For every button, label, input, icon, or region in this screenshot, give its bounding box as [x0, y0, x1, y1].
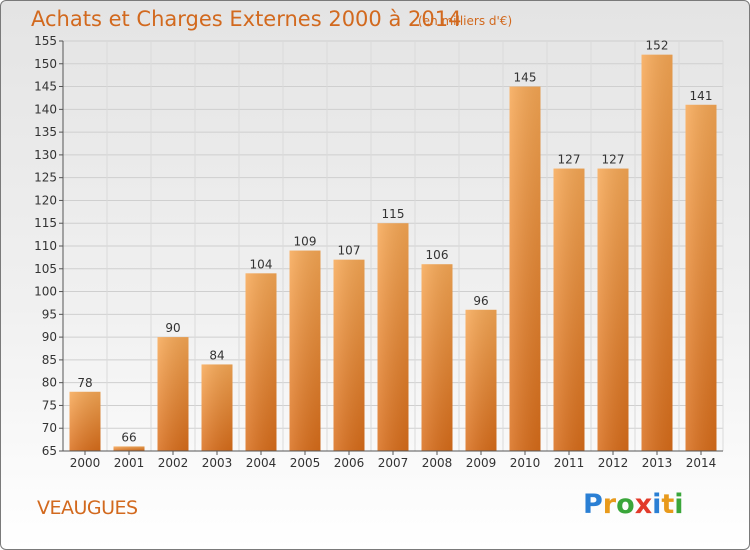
- y-tick-label: 100: [34, 285, 57, 299]
- bar-shading: [201, 364, 233, 451]
- x-tick-label: 2005: [290, 456, 321, 470]
- data-label-2007: 115: [382, 207, 405, 221]
- x-tick-label: 2006: [334, 456, 365, 470]
- data-label-2002: 90: [165, 321, 180, 335]
- x-tick-label: 2000: [70, 456, 101, 470]
- y-tick-label: 110: [34, 239, 57, 253]
- bars: 78 66 90 84 104 109 107 115 106 96 145 127 127 152 141: [69, 39, 717, 452]
- y-tick-label: 130: [34, 148, 57, 162]
- data-label-2005: 109: [294, 235, 317, 249]
- logo-letter: i: [652, 489, 662, 520]
- data-label-2013: 152: [646, 39, 669, 53]
- y-tick-label: 75: [42, 398, 57, 412]
- logo-letter: P: [583, 489, 603, 520]
- logo-letter: r: [602, 489, 617, 520]
- data-label-2010: 145: [514, 71, 537, 85]
- x-tick-label: 2010: [510, 456, 541, 470]
- bar-shading: [509, 86, 541, 452]
- y-tick-label: 65: [42, 444, 57, 458]
- bar-shading: [377, 223, 409, 451]
- bar-shading: [157, 337, 189, 451]
- x-tick-label: 2012: [598, 456, 629, 470]
- bar-shading: [421, 264, 453, 451]
- chart-title: Achats et Charges Externes 2000 à 2014: [31, 7, 462, 31]
- data-label-2000: 78: [77, 376, 92, 390]
- y-tick-label: 95: [42, 307, 57, 321]
- y-tick-label: 105: [34, 262, 57, 276]
- bar-shading: [553, 168, 585, 452]
- proxiti-logo: Proxiti: [583, 489, 684, 520]
- chart-subtitle: (en milliers d'€): [418, 14, 513, 28]
- y-tick-label: 125: [34, 171, 57, 185]
- data-label-2009: 96: [473, 294, 488, 308]
- x-tick-label: 2003: [202, 456, 233, 470]
- logo-letter: t: [661, 489, 675, 520]
- x-tick-label: 2013: [642, 456, 673, 470]
- x-tick-label: 2014: [686, 456, 717, 470]
- y-tick-label: 80: [42, 376, 57, 390]
- bar-shading: [69, 391, 101, 451]
- y-tick-label: 70: [42, 421, 57, 435]
- data-label-2008: 106: [426, 248, 449, 262]
- bar-shading: [685, 104, 717, 452]
- data-label-2003: 84: [209, 348, 224, 362]
- bar-shading: [245, 273, 277, 451]
- y-tick-label: 90: [42, 330, 57, 344]
- data-label-2011: 127: [558, 153, 581, 167]
- commune-name: VEAUGUES: [37, 497, 138, 519]
- data-label-2006: 107: [338, 244, 361, 258]
- y-tick-label: 155: [34, 34, 57, 48]
- data-label-2012: 127: [602, 153, 625, 167]
- logo-letter: i: [674, 489, 684, 520]
- axes: 65 70 75 80 85 90 95 100 105 110 115 120 125 130 135 14…: [34, 34, 723, 470]
- logo-letter: x: [634, 489, 653, 520]
- data-label-2001: 66: [121, 430, 136, 444]
- logo-letter: o: [616, 489, 635, 520]
- y-tick-label: 150: [34, 57, 57, 71]
- y-tick-label: 85: [42, 353, 57, 367]
- data-label-2004: 104: [250, 257, 273, 271]
- bar-shading: [465, 309, 497, 451]
- data-label-2014: 141: [690, 89, 713, 103]
- bar-shading: [597, 168, 629, 452]
- y-tick-label: 115: [34, 216, 57, 230]
- y-tick-label: 135: [34, 125, 57, 139]
- x-tick-label: 2004: [246, 456, 277, 470]
- x-tick-label: 2011: [554, 456, 585, 470]
- x-tick-label: 2001: [114, 456, 145, 470]
- bar-shading: [113, 446, 145, 451]
- bar-shading: [641, 54, 673, 452]
- x-tick-label: 2009: [466, 456, 497, 470]
- y-tick-label: 145: [34, 80, 57, 94]
- x-tick-label: 2008: [422, 456, 453, 470]
- y-tick-label: 120: [34, 193, 57, 207]
- x-tick-label: 2007: [378, 456, 409, 470]
- bar-shading: [289, 250, 321, 451]
- bar-shading: [333, 259, 365, 451]
- x-tick-label: 2002: [158, 456, 189, 470]
- y-tick-label: 140: [34, 102, 57, 116]
